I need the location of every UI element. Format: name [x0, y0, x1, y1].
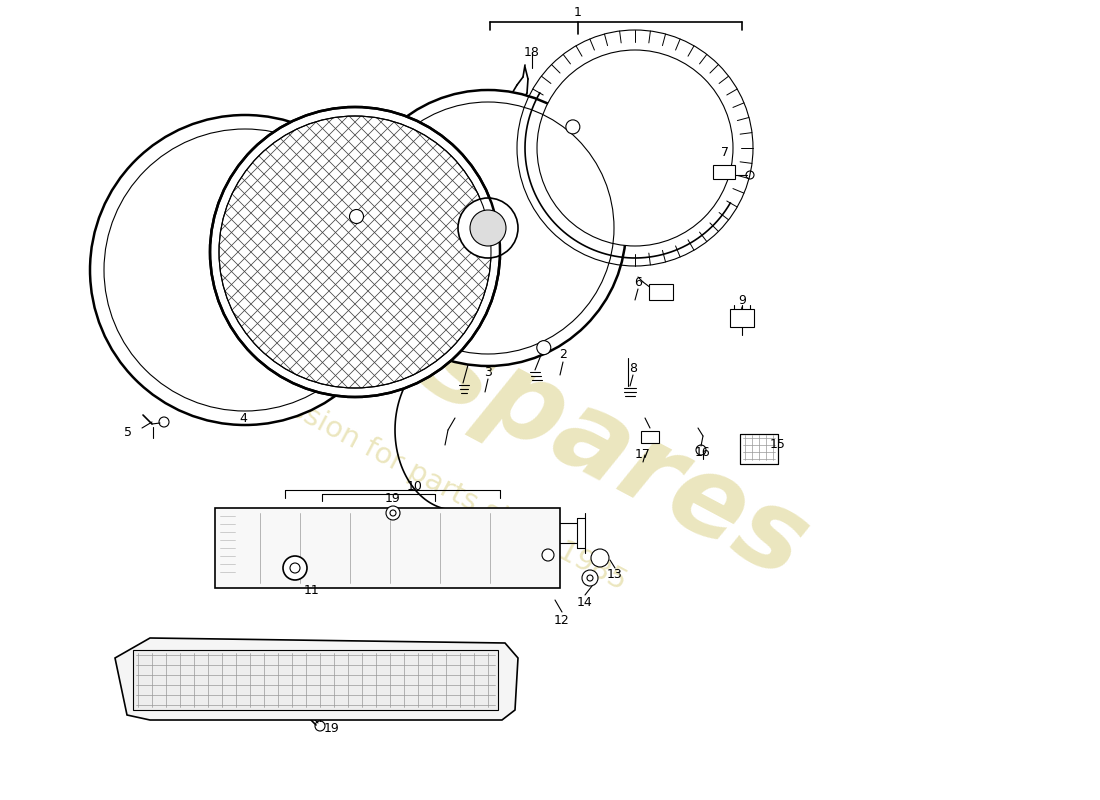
Circle shape	[458, 198, 518, 258]
Circle shape	[386, 506, 400, 520]
Text: a passion for parts since 1985: a passion for parts since 1985	[229, 364, 631, 596]
Circle shape	[565, 120, 580, 134]
Circle shape	[591, 549, 609, 567]
Circle shape	[537, 341, 551, 354]
Bar	[730, 309, 754, 327]
Circle shape	[350, 210, 363, 223]
Circle shape	[542, 549, 554, 561]
Text: 12: 12	[554, 614, 570, 626]
Text: 16: 16	[695, 446, 711, 458]
Text: 18: 18	[524, 46, 540, 58]
Circle shape	[470, 210, 506, 246]
Text: 6: 6	[634, 275, 642, 289]
Text: 13: 13	[607, 569, 623, 582]
Bar	[649, 284, 673, 300]
Text: 7: 7	[720, 146, 729, 158]
Circle shape	[283, 556, 307, 580]
Text: 17: 17	[635, 449, 651, 462]
Text: 8: 8	[629, 362, 637, 374]
Text: eurospares: eurospares	[155, 178, 825, 602]
Text: 19: 19	[385, 491, 400, 505]
Circle shape	[537, 50, 733, 246]
Bar	[214, 508, 560, 588]
Circle shape	[210, 107, 500, 397]
Text: 19: 19	[324, 722, 340, 734]
Bar	[641, 431, 659, 443]
Circle shape	[582, 570, 598, 586]
Text: 4: 4	[239, 411, 246, 425]
Text: 15: 15	[770, 438, 785, 451]
Bar	[713, 165, 735, 179]
Text: 11: 11	[304, 583, 320, 597]
Text: 3: 3	[484, 366, 492, 378]
Text: 10: 10	[407, 481, 422, 494]
Text: 14: 14	[578, 595, 593, 609]
Circle shape	[350, 90, 626, 366]
Text: 2: 2	[559, 349, 566, 362]
Text: 5: 5	[124, 426, 132, 438]
Bar	[740, 434, 778, 464]
Bar	[133, 650, 498, 710]
Circle shape	[90, 115, 400, 425]
Text: 1: 1	[574, 6, 582, 18]
Polygon shape	[116, 638, 518, 720]
Text: 9: 9	[738, 294, 746, 306]
Bar	[740, 434, 778, 464]
